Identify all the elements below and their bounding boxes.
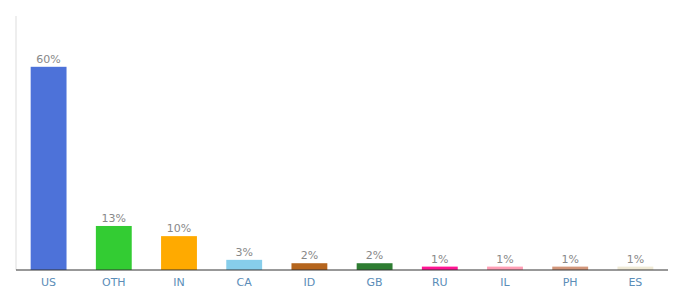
data-label: 13% — [102, 212, 126, 225]
data-label: 10% — [167, 222, 191, 235]
data-label: 2% — [366, 249, 383, 262]
bar — [487, 267, 523, 270]
x-tick-label: ID — [304, 276, 316, 289]
x-tick-label: US — [41, 276, 56, 289]
data-label: 1% — [627, 253, 644, 266]
chart: US OTH IN CA ID GB RU IL PH ES 60% 13% 10% 3% 2% 2% 1% 1%… — [0, 0, 680, 300]
bar — [226, 260, 262, 270]
bar — [31, 67, 67, 270]
bar — [552, 267, 588, 270]
data-label: 60% — [36, 53, 60, 66]
bar — [291, 263, 327, 270]
x-tick-label: OTH — [102, 276, 126, 289]
bar — [422, 267, 458, 270]
x-tick-label: CA — [237, 276, 253, 289]
bars — [31, 67, 654, 270]
bar — [617, 267, 653, 270]
data-label: 1% — [561, 253, 578, 266]
x-tick-label: RU — [432, 276, 448, 289]
data-label: 3% — [235, 246, 252, 259]
x-tick-label: ES — [628, 276, 642, 289]
chart-container: US OTH IN CA ID GB RU IL PH ES 60% 13% 10% 3% 2% 2% 1% 1%… — [0, 0, 680, 300]
x-axis-line — [16, 270, 668, 271]
x-tick-label: IN — [173, 276, 184, 289]
x-tick-label: PH — [563, 276, 578, 289]
y-axis-line — [16, 16, 17, 270]
x-tick-label: IL — [500, 276, 510, 289]
x-tick-label: GB — [367, 276, 383, 289]
data-label: 1% — [496, 253, 513, 266]
bar — [357, 263, 393, 270]
data-label: 1% — [431, 253, 448, 266]
data-label: 2% — [301, 249, 318, 262]
bar — [96, 226, 132, 270]
bar — [161, 236, 197, 270]
